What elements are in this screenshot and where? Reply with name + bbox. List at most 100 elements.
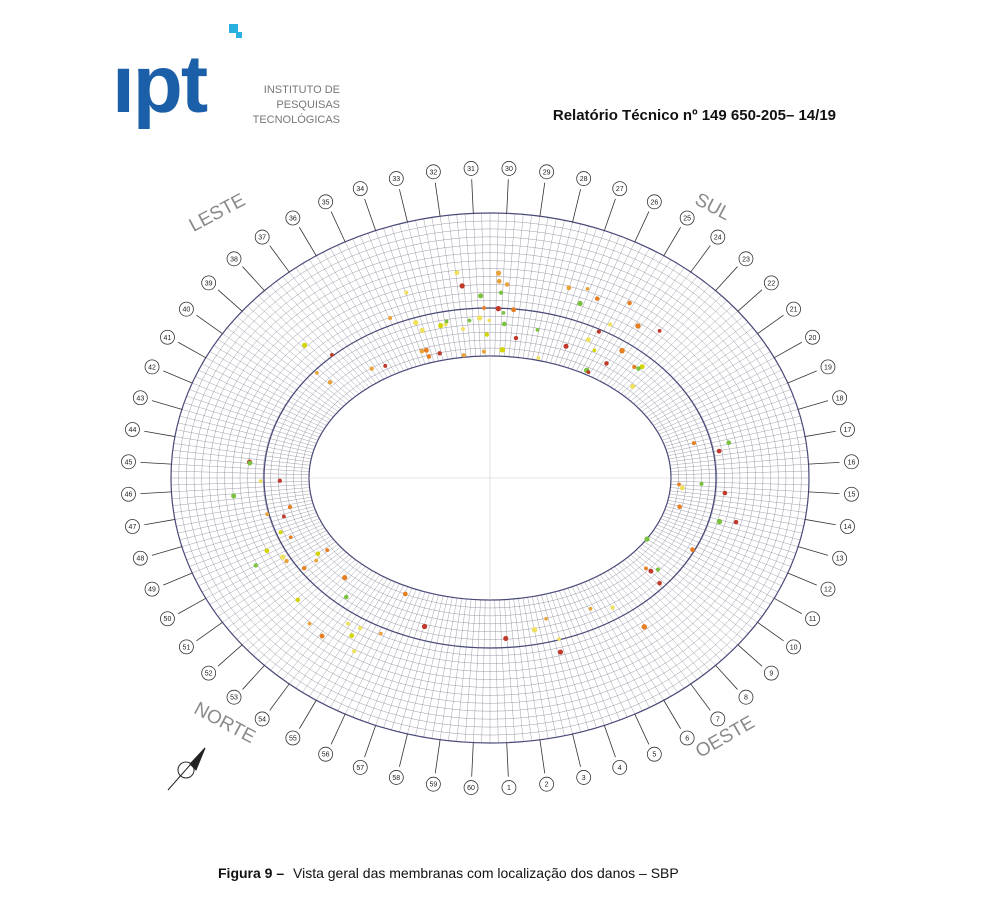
spoke: [213, 345, 334, 418]
spoke: [448, 215, 467, 358]
axis-label: 38: [230, 256, 238, 263]
spoke: [550, 228, 597, 364]
axis-label: 9: [769, 671, 773, 678]
damage-marker: [467, 318, 472, 323]
spoke: [367, 233, 421, 366]
direction: LESTE: [186, 190, 249, 237]
radial-line: [506, 742, 509, 777]
spoke: [181, 509, 316, 547]
radial-line: [663, 700, 681, 729]
spoke: [669, 493, 807, 513]
damage-marker: [307, 621, 312, 626]
label-circle: [832, 390, 848, 406]
damage-marker: [655, 567, 661, 572]
damage-marker: [459, 283, 465, 289]
damage-marker: [278, 530, 283, 535]
damage-marker: [253, 563, 258, 568]
radial-line: [690, 245, 711, 273]
spoke: [663, 402, 796, 444]
spoke: [580, 248, 650, 373]
compass: [167, 747, 206, 791]
spoke: [513, 215, 532, 358]
label-circle: [612, 760, 628, 775]
spoke: [670, 487, 809, 499]
spoke: [571, 586, 636, 715]
axis-label: 56: [322, 752, 330, 759]
radial-line: [715, 665, 738, 690]
damage-marker: [699, 481, 704, 486]
label-circle: [160, 611, 175, 627]
spoke: [323, 251, 396, 375]
spoke: [431, 597, 458, 739]
spoke: [192, 521, 322, 574]
axis-label: 33: [392, 176, 400, 183]
radial-line: [757, 314, 784, 334]
spoke: [584, 251, 657, 375]
spoke: [627, 305, 733, 399]
spoke: [330, 248, 400, 373]
label-circle: [352, 181, 368, 196]
label-circle: [786, 639, 801, 655]
radial-line: [217, 289, 243, 312]
radial-line: [757, 622, 784, 642]
spoke: [171, 487, 310, 499]
damage-marker: [345, 621, 350, 626]
spoke: [247, 557, 353, 651]
spoke: [603, 271, 691, 384]
radial-line: [634, 211, 650, 243]
damage-marker: [630, 384, 636, 390]
spoke: [209, 351, 332, 420]
spoke: [481, 599, 486, 743]
label-circle: [318, 194, 334, 210]
spoke: [667, 503, 803, 534]
spoke: [663, 512, 796, 554]
spoke: [209, 536, 332, 605]
axis-label: 53: [230, 695, 238, 702]
radial-line: [774, 597, 803, 615]
damage-marker: [557, 649, 564, 655]
label-circle: [132, 390, 148, 406]
damage-marker: [544, 616, 548, 621]
spoke: [222, 333, 339, 412]
spoke: [473, 213, 481, 357]
axis-label: 11: [809, 616, 816, 623]
radial-line: [572, 189, 581, 223]
damage-marker: [557, 637, 561, 641]
radial-line: [177, 341, 206, 359]
axis-label: 22: [767, 280, 775, 287]
label-circle: [646, 194, 662, 210]
axis-label: 29: [543, 169, 551, 176]
spoke: [592, 578, 671, 697]
damage-marker: [349, 633, 355, 639]
spoke: [231, 549, 344, 634]
damage-marker: [594, 296, 600, 301]
spoke: [344, 241, 409, 370]
spoke: [176, 429, 313, 456]
label-circle: [125, 519, 140, 534]
damage-marker: [627, 300, 632, 306]
axis-label: 48: [136, 556, 144, 563]
radial-line: [144, 519, 175, 526]
damage-marker: [357, 626, 363, 631]
damage-marker: [315, 551, 321, 556]
damage-marker: [641, 624, 648, 630]
spoke: [513, 598, 532, 741]
axis-label: 20: [809, 335, 817, 342]
damage-marker: [535, 328, 540, 332]
label-circle: [226, 689, 242, 705]
spoke: [464, 213, 476, 357]
spoke: [276, 280, 370, 388]
spoke: [226, 327, 341, 410]
spoke: [226, 546, 341, 629]
spoke: [508, 599, 524, 742]
axis-label: 16: [848, 459, 856, 466]
label-circle: [805, 611, 820, 627]
axis-label: 2: [545, 782, 549, 789]
damage-marker: [636, 366, 641, 371]
spoke: [660, 518, 791, 567]
institute-line: TECNOLÓGICAS: [253, 113, 340, 126]
damage-marker: [482, 306, 486, 310]
spoke: [399, 223, 439, 362]
label-circle: [646, 746, 662, 762]
axis-label: 57: [356, 765, 364, 772]
